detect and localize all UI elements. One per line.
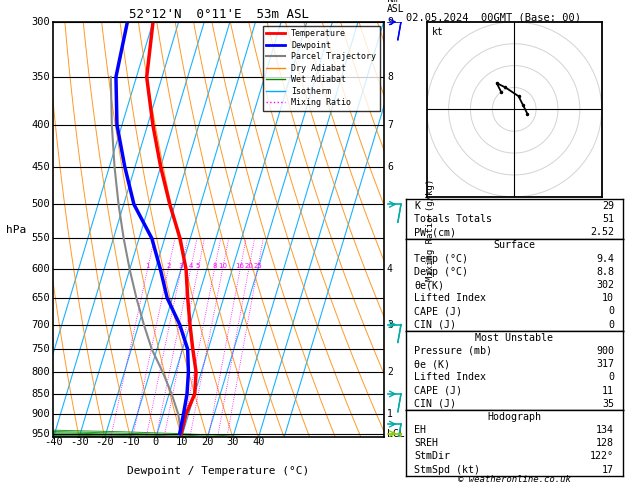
Text: -40: -40	[44, 437, 63, 448]
Text: 10: 10	[602, 293, 614, 303]
Text: Lifted Index: Lifted Index	[415, 293, 486, 303]
Text: Dewpoint / Temperature (°C): Dewpoint / Temperature (°C)	[128, 467, 309, 476]
Text: Pressure (mb): Pressure (mb)	[415, 346, 493, 356]
Title: 52°12'N  0°11'E  53m ASL: 52°12'N 0°11'E 53m ASL	[128, 8, 309, 21]
Text: 29: 29	[602, 201, 614, 211]
Text: 7: 7	[387, 120, 393, 130]
Text: 3: 3	[387, 320, 393, 330]
Text: 500: 500	[31, 199, 50, 209]
Text: CAPE (J): CAPE (J)	[415, 385, 462, 396]
Text: LCL: LCL	[387, 429, 404, 439]
Text: 11: 11	[602, 385, 614, 396]
Text: CIN (J): CIN (J)	[415, 399, 457, 409]
Text: K: K	[415, 201, 420, 211]
Text: 8: 8	[387, 72, 393, 82]
Text: θe (K): θe (K)	[415, 359, 450, 369]
Text: Dewp (°C): Dewp (°C)	[415, 267, 469, 277]
Text: 9: 9	[387, 17, 393, 27]
Text: 6: 6	[387, 162, 393, 172]
Text: Mixing Ratio (g/kg): Mixing Ratio (g/kg)	[426, 178, 435, 281]
Text: SREH: SREH	[415, 438, 438, 448]
Text: θe(K): θe(K)	[415, 280, 444, 290]
Text: 650: 650	[31, 293, 50, 303]
Text: 8: 8	[212, 263, 217, 270]
Text: 1: 1	[387, 409, 393, 419]
Text: 25: 25	[253, 263, 262, 270]
Text: 35: 35	[602, 399, 614, 409]
Text: 0: 0	[608, 320, 614, 330]
Text: 450: 450	[31, 162, 50, 172]
Text: 550: 550	[31, 233, 50, 243]
Text: 950: 950	[31, 429, 50, 439]
Text: CAPE (J): CAPE (J)	[415, 306, 462, 316]
Text: Most Unstable: Most Unstable	[475, 333, 554, 343]
Text: Lifted Index: Lifted Index	[415, 372, 486, 382]
Text: 20: 20	[244, 263, 253, 270]
Text: 20: 20	[201, 437, 213, 448]
Text: EH: EH	[415, 425, 426, 435]
Text: 2.52: 2.52	[590, 227, 614, 237]
Text: 51: 51	[602, 214, 614, 224]
Text: Totals Totals: Totals Totals	[415, 214, 493, 224]
Text: 0: 0	[608, 372, 614, 382]
Text: 1: 1	[145, 263, 150, 270]
Text: 302: 302	[596, 280, 614, 290]
Text: 30: 30	[226, 437, 239, 448]
Text: 2: 2	[166, 263, 170, 270]
Text: 10: 10	[175, 437, 188, 448]
Text: StmSpd (kt): StmSpd (kt)	[415, 465, 481, 475]
Text: hPa: hPa	[6, 225, 26, 235]
Text: kt: kt	[432, 27, 443, 37]
Text: 317: 317	[596, 359, 614, 369]
Text: 10: 10	[218, 263, 227, 270]
Text: 300: 300	[31, 17, 50, 27]
Text: 900: 900	[596, 346, 614, 356]
Text: -30: -30	[70, 437, 89, 448]
Text: PW (cm): PW (cm)	[415, 227, 457, 237]
Text: CIN (J): CIN (J)	[415, 320, 457, 330]
Text: 40: 40	[252, 437, 265, 448]
Text: 0: 0	[608, 306, 614, 316]
Text: 600: 600	[31, 264, 50, 275]
Text: © weatheronline.co.uk: © weatheronline.co.uk	[458, 474, 571, 484]
Text: 900: 900	[31, 409, 50, 419]
Text: Temp (°C): Temp (°C)	[415, 254, 469, 263]
Text: 750: 750	[31, 344, 50, 354]
Text: 128: 128	[596, 438, 614, 448]
Text: 16: 16	[236, 263, 245, 270]
Text: 4: 4	[188, 263, 192, 270]
Text: 400: 400	[31, 120, 50, 130]
Text: 134: 134	[596, 425, 614, 435]
Text: -10: -10	[121, 437, 140, 448]
Text: 5: 5	[196, 263, 200, 270]
Text: 0: 0	[153, 437, 159, 448]
Text: 17: 17	[602, 465, 614, 475]
Text: 02.05.2024  00GMT (Base: 00): 02.05.2024 00GMT (Base: 00)	[406, 12, 581, 22]
Text: 122°: 122°	[590, 451, 614, 462]
Text: Surface: Surface	[493, 241, 535, 250]
Text: 700: 700	[31, 320, 50, 330]
Text: Hodograph: Hodograph	[487, 412, 541, 422]
Text: 8.8: 8.8	[596, 267, 614, 277]
Text: 850: 850	[31, 389, 50, 399]
Text: 4: 4	[387, 264, 393, 275]
Text: StmDir: StmDir	[415, 451, 450, 462]
Text: 3: 3	[179, 263, 183, 270]
Text: 9.4: 9.4	[596, 254, 614, 263]
Text: 350: 350	[31, 72, 50, 82]
Legend: Temperature, Dewpoint, Parcel Trajectory, Dry Adiabat, Wet Adiabat, Isotherm, Mi: Temperature, Dewpoint, Parcel Trajectory…	[263, 26, 379, 111]
Text: 800: 800	[31, 367, 50, 377]
Text: 2: 2	[387, 367, 393, 377]
Text: -20: -20	[96, 437, 114, 448]
Text: km
ASL: km ASL	[387, 0, 404, 14]
